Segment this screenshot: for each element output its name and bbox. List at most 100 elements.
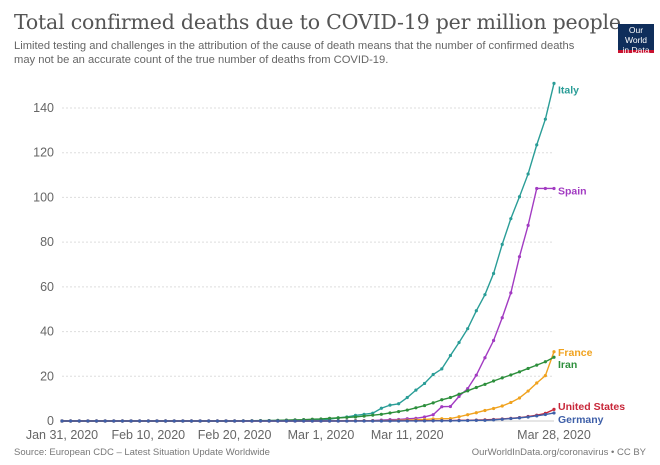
- logo-line-2: in Data: [622, 45, 650, 55]
- data-point: [215, 419, 219, 423]
- logo-line-1: Our World: [624, 25, 648, 45]
- data-point: [535, 414, 539, 418]
- data-point: [500, 404, 504, 408]
- data-point: [457, 394, 461, 399]
- y-tick-label: 40: [40, 325, 54, 339]
- data-point: [267, 419, 271, 423]
- x-tick-label: Feb 20, 2020: [198, 428, 272, 442]
- data-point: [517, 255, 522, 259]
- data-point: [483, 293, 487, 297]
- data-point: [431, 401, 435, 405]
- data-point: [60, 419, 64, 423]
- data-point: [414, 406, 418, 410]
- data-point: [310, 419, 314, 423]
- series-italy[interactable]: [60, 81, 556, 423]
- data-point: [526, 223, 530, 227]
- label-germany: Germany: [558, 414, 604, 426]
- data-point: [457, 392, 461, 396]
- chart-title: Total confirmed deaths due to COVID-19 p…: [14, 10, 621, 34]
- data-point: [535, 143, 539, 147]
- data-point: [431, 419, 435, 423]
- y-tick-label: 120: [33, 146, 54, 160]
- y-axis-ticks: 0 20 40 60 80 100 120 140: [33, 101, 54, 428]
- data-point: [241, 419, 245, 423]
- data-point: [509, 291, 513, 295]
- data-point: [397, 402, 401, 406]
- data-point: [466, 418, 470, 423]
- data-point: [431, 372, 435, 377]
- data-point: [483, 408, 487, 413]
- chart-subtitle: Limited testing and challenges in the at…: [14, 40, 594, 67]
- data-point: [500, 242, 504, 246]
- data-point: [362, 419, 366, 423]
- data-point: [535, 381, 539, 385]
- data-point: [552, 186, 556, 191]
- x-tick-label: Mar 28, 2020: [517, 428, 591, 442]
- data-point: [543, 186, 547, 191]
- data-point: [405, 419, 409, 423]
- data-point: [112, 419, 116, 423]
- data-point: [207, 419, 211, 423]
- data-point: [526, 415, 530, 419]
- data-point: [379, 419, 383, 423]
- data-point: [526, 172, 530, 176]
- data-point: [414, 388, 418, 392]
- data-point: [86, 419, 90, 423]
- data-point: [405, 395, 409, 400]
- credit-link[interactable]: OurWorldInData.org/coronavirus • CC BY: [471, 447, 646, 458]
- owid-logo[interactable]: Our World in Data: [618, 24, 654, 55]
- data-point: [440, 398, 444, 402]
- data-point: [379, 412, 383, 416]
- data-point: [466, 389, 470, 393]
- data-point: [440, 405, 444, 409]
- data-point: [491, 379, 496, 383]
- data-point: [552, 411, 556, 415]
- data-point: [500, 417, 504, 421]
- data-point: [172, 419, 176, 423]
- data-point: [422, 415, 427, 419]
- data-point: [500, 376, 504, 380]
- data-point: [422, 419, 427, 423]
- data-point: [103, 419, 107, 423]
- label-spain: Spain: [558, 185, 587, 197]
- data-point: [535, 363, 539, 367]
- data-point: [491, 418, 496, 422]
- data-point: [293, 419, 297, 423]
- data-point: [422, 381, 427, 386]
- series-line[interactable]: [62, 83, 555, 422]
- data-point: [457, 415, 461, 419]
- subtitle-line-2: may not be an accurate count of the true…: [14, 53, 389, 66]
- data-point: [414, 419, 418, 423]
- data-point: [466, 327, 470, 331]
- data-point: [491, 338, 496, 343]
- data-point: [491, 271, 496, 276]
- series-lines: [60, 81, 556, 423]
- data-point: [466, 413, 470, 417]
- data-point: [327, 419, 332, 423]
- data-point: [345, 415, 349, 420]
- y-tick-label: 0: [47, 414, 54, 428]
- data-point: [509, 416, 513, 421]
- data-point: [517, 195, 522, 199]
- data-point: [552, 350, 556, 354]
- source-note[interactable]: Source: European CDC – Latest Situation …: [14, 447, 270, 458]
- data-point: [474, 373, 478, 377]
- data-point: [353, 419, 358, 423]
- y-tick-label: 80: [40, 235, 54, 249]
- data-point: [345, 419, 349, 423]
- series-line[interactable]: [62, 412, 555, 422]
- data-point: [448, 419, 453, 423]
- data-point: [284, 419, 289, 423]
- series-spain[interactable]: [60, 186, 556, 423]
- data-point: [509, 373, 513, 377]
- data-point: [198, 419, 202, 423]
- data-point: [474, 385, 478, 390]
- data-point: [371, 413, 375, 417]
- data-point: [336, 416, 340, 420]
- data-point: [129, 419, 133, 423]
- data-point: [422, 403, 427, 408]
- y-tick-label: 100: [33, 190, 54, 204]
- data-point: [543, 374, 547, 378]
- data-point: [466, 386, 470, 391]
- series-germany[interactable]: [60, 411, 556, 423]
